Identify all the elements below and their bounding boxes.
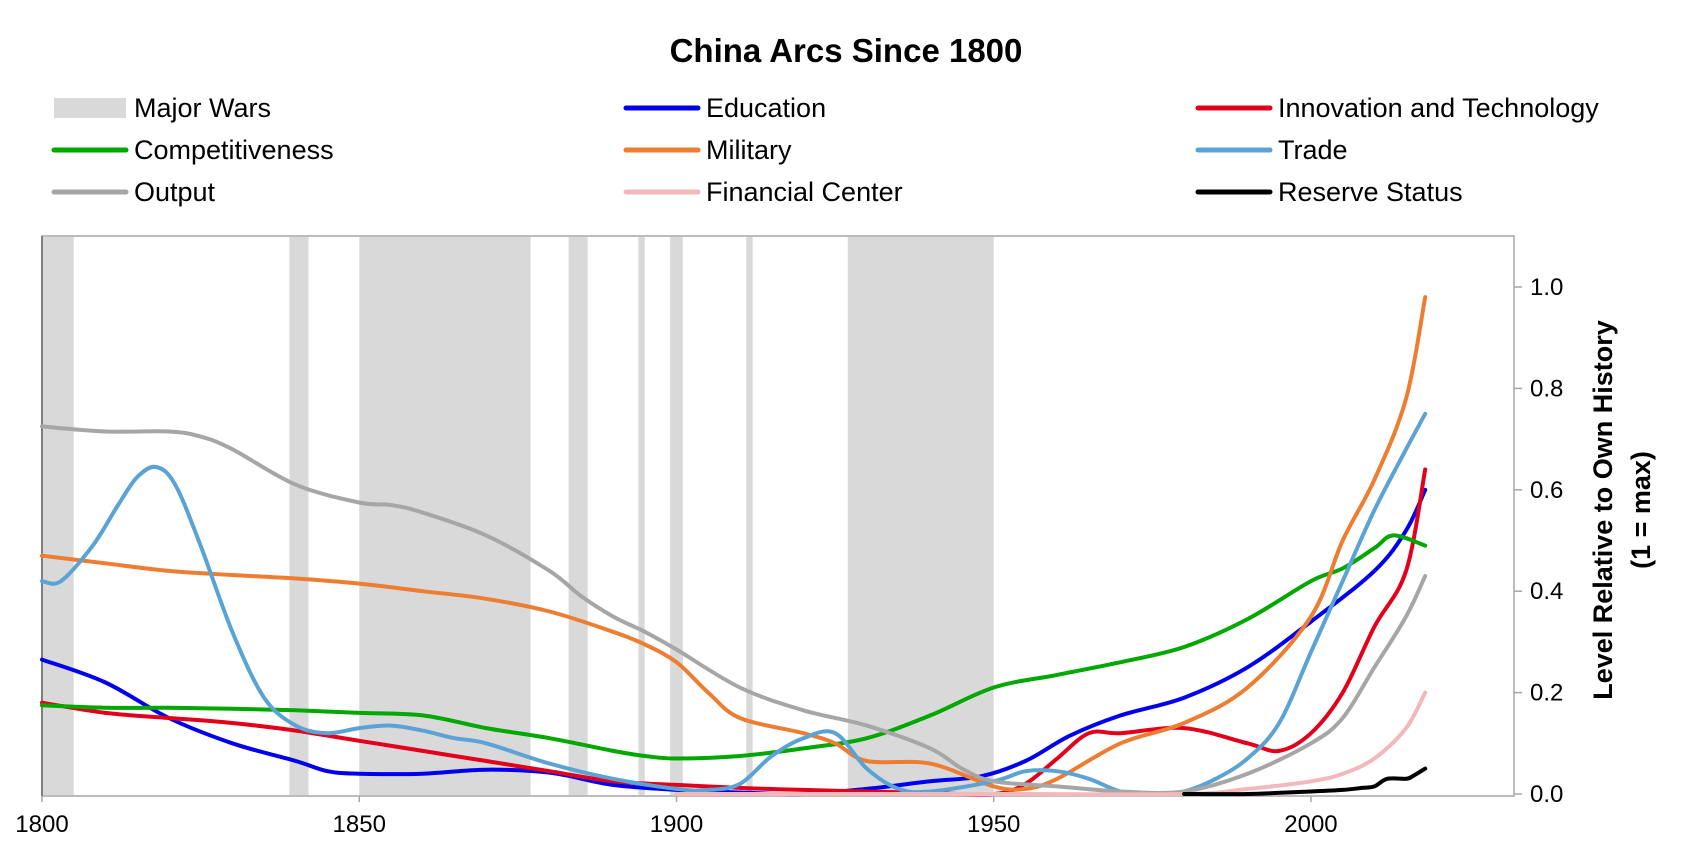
y-axis-label-line: (1 = max) (1626, 451, 1656, 569)
y-tick-label: 0.4 (1530, 578, 1563, 605)
series-line-reserve-status (1182, 766, 1428, 797)
legend-label-major-wars: Major Wars (134, 93, 271, 123)
legend-label-output: Output (134, 177, 216, 207)
x-tick-label: 1950 (967, 811, 1020, 838)
legend-label-financial-center: Financial Center (706, 177, 903, 207)
chart-title: China Arcs Since 1800 (669, 32, 1023, 69)
series-line-financial-center (674, 690, 1428, 797)
series-line-military (40, 295, 1428, 792)
y-axis-label: Level Relative to Own History (1 = max) (1588, 320, 1656, 700)
legend-label-trade: Trade (1278, 135, 1348, 165)
plot-area: 0.0 0.2 0.4 0.6 0.8 1.0 1800 1850 1900 1950 2000 Le… (15, 235, 1656, 838)
war-band-6 (746, 237, 753, 795)
plot-frame (41, 235, 1515, 797)
legend: Major Wars Education Innovation and Techno… (51, 93, 1599, 207)
y-tick-label: 0.2 (1530, 680, 1563, 707)
y-axis-label-line: Level Relative to Own History (1588, 320, 1618, 700)
series-line-output (40, 424, 1428, 795)
legend-label-military: Military (706, 135, 792, 165)
x-tick-label: 1800 (15, 811, 68, 838)
x-tick-label: 2000 (1284, 811, 1337, 838)
war-band-5 (670, 237, 683, 795)
y-tick-label: 0.0 (1530, 781, 1563, 808)
y-tick-label: 0.6 (1530, 477, 1563, 504)
war-band-0 (42, 237, 74, 795)
war-band-7 (847, 237, 994, 795)
legend-label-reserve-status: Reserve Status (1278, 177, 1463, 207)
y-tick-label: 0.8 (1530, 375, 1563, 402)
series-line-trade (40, 411, 1428, 796)
legend-label-competitiveness: Competitiveness (134, 135, 334, 165)
war-band-3 (568, 237, 588, 795)
x-tick-label: 1850 (333, 811, 386, 838)
x-tick-label: 1900 (650, 811, 703, 838)
war-band-2 (359, 237, 531, 795)
war-band-4 (638, 237, 645, 795)
war-band-1 (289, 237, 309, 795)
legend-label-innovation-and-technology: Innovation and Technology (1278, 93, 1599, 123)
legend-swatch-major-wars (54, 98, 126, 118)
y-tick-label: 1.0 (1530, 274, 1563, 301)
series-line-competitiveness (40, 533, 1428, 761)
legend-label-education: Education (706, 93, 826, 123)
